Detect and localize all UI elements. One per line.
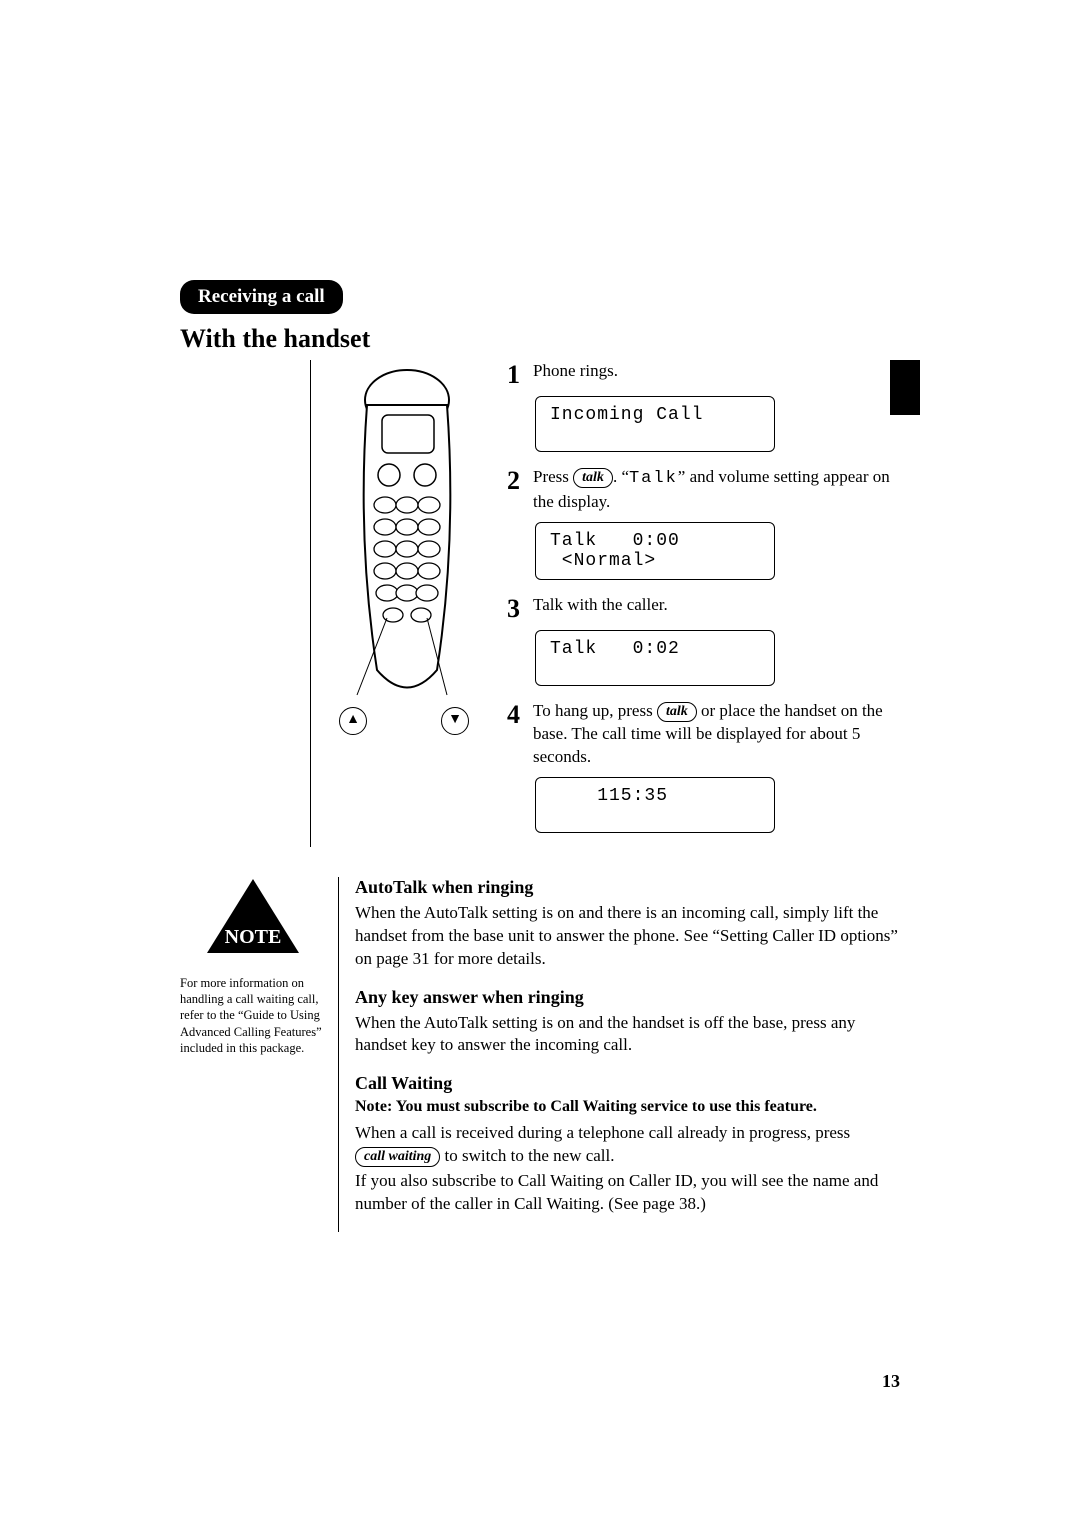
topic-pill: Receiving a call [180,280,343,314]
step-3: 3 Talk with the caller. [507,594,900,622]
up-arrow-icon: ▲ [339,707,367,735]
handset-icon [327,360,497,720]
step-text: Press talk. “Talk” and volume setting ap… [533,466,900,514]
handset-illustration: ▲ ▼ [327,360,497,735]
step-number: 4 [507,700,533,728]
margin-note-text: For more information on handling a call … [180,975,326,1056]
manual-page: Receiving a call With the handset [180,280,900,1232]
lcd-display-2: Talk 0:00 <Normal> [535,522,775,580]
step-number: 3 [507,594,533,622]
step-text: Talk with the caller. [533,594,900,617]
page-number: 13 [882,1371,900,1392]
main-content: ▲ ▼ 1 Phone rings. Incoming Call 2 Press… [310,360,900,847]
steps-list: 1 Phone rings. Incoming Call 2 Press tal… [497,360,900,847]
step-text: To hang up, press talk or place the hand… [533,700,900,769]
paragraph: If you also subscribe to Call Waiting on… [355,1170,900,1216]
lcd-display-3: Talk 0:02 [535,630,775,686]
subsection-content: AutoTalk when ringing When the AutoTalk … [338,877,900,1232]
step-text: Phone rings. [533,360,900,383]
svg-text:NOTE: NOTE [225,926,282,948]
talk-button-label: talk [573,468,613,488]
subhead-callwaiting: Call Waiting [355,1073,900,1094]
paragraph: When the AutoTalk setting is on and ther… [355,902,900,971]
note-triangle-icon: NOTE [180,877,326,961]
header-block: Receiving a call With the handset [180,280,900,354]
step-4: 4 To hang up, press talk or place the ha… [507,700,900,769]
talk-button-label: talk [657,702,697,722]
step-2: 2 Press talk. “Talk” and volume setting … [507,466,900,514]
subsections: NOTE For more information on handling a … [180,877,900,1232]
call-waiting-button-label: call waiting [355,1147,440,1167]
step-number: 2 [507,466,533,494]
subhead-anykey: Any key answer when ringing [355,987,900,1008]
margin-note: NOTE For more information on handling a … [180,877,338,1057]
paragraph: When a call is received during a telepho… [355,1122,900,1168]
paragraph: When the AutoTalk setting is on and the … [355,1012,900,1058]
section-title: With the handset [180,324,900,354]
subhead-autotalk: AutoTalk when ringing [355,877,900,898]
section-thumb-tab [890,360,920,415]
lcd-display-1: Incoming Call [535,396,775,452]
down-arrow-icon: ▼ [441,707,469,735]
step-1: 1 Phone rings. [507,360,900,388]
lcd-display-4: 115:35 [535,777,775,833]
step-number: 1 [507,360,533,388]
callwaiting-note: Note: You must subscribe to Call Waiting… [355,1098,900,1116]
